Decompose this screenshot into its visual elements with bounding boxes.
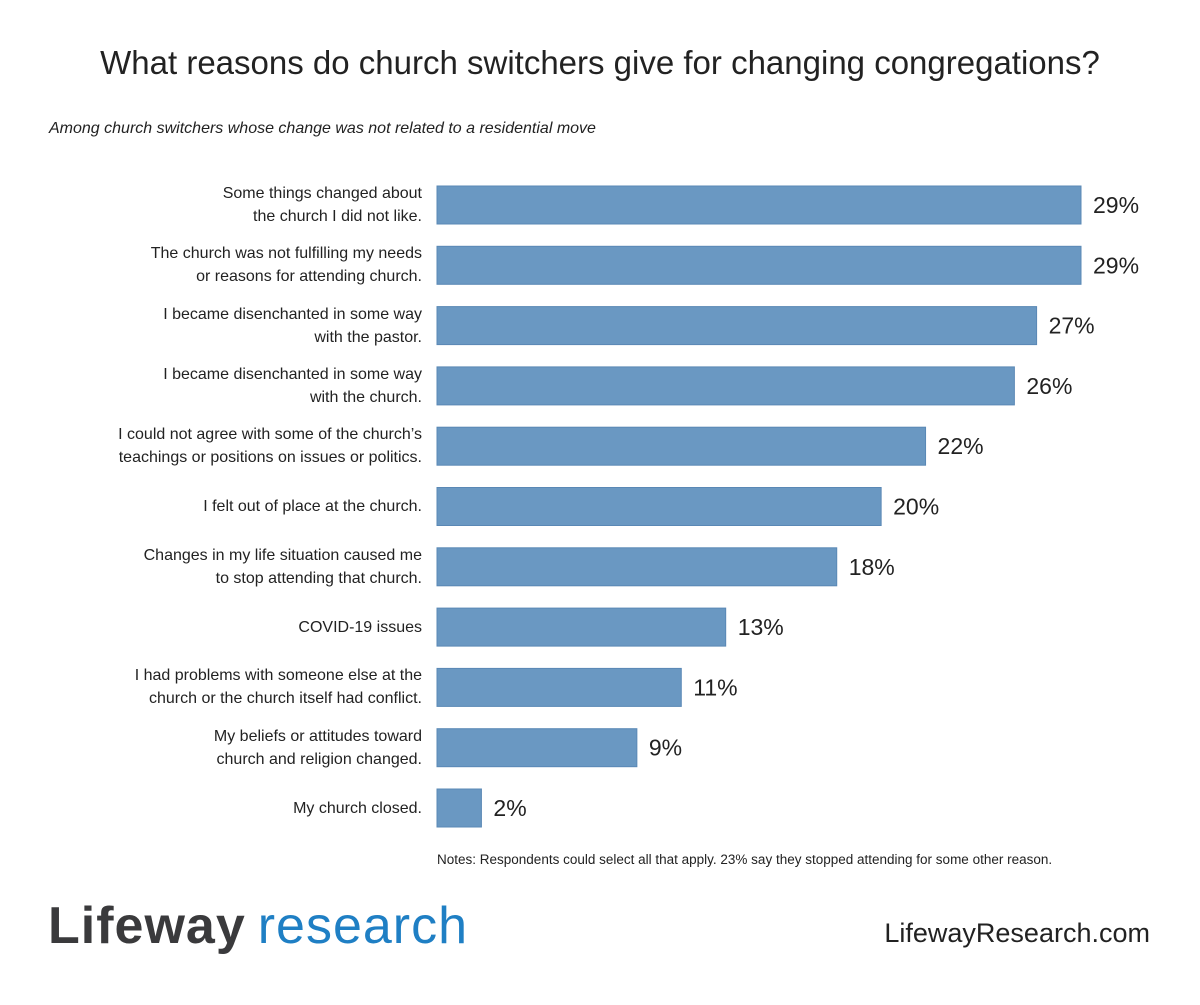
category-label: I became disenchanted in some way with t… — [163, 365, 422, 406]
bar — [436, 788, 482, 828]
data-label: 11% — [693, 674, 737, 700]
category-label: I became disenchanted in some way with t… — [163, 305, 422, 346]
bar — [436, 607, 727, 647]
data-label: 13% — [738, 614, 784, 640]
category-label: My beliefs or attitudes toward church an… — [213, 727, 422, 768]
data-label: 18% — [849, 554, 895, 580]
data-label: 29% — [1093, 252, 1139, 278]
data-label: 20% — [893, 494, 939, 520]
lifeway-research-logo: Lifeway research — [48, 896, 468, 956]
logo-part-research: research — [257, 897, 469, 955]
data-label: 9% — [649, 735, 682, 761]
category-label: COVID-19 issues — [298, 618, 422, 636]
logo-part-lifeway: Lifeway — [48, 897, 246, 955]
category-label: I felt out of place at the church. — [203, 498, 422, 515]
bar — [436, 426, 927, 466]
category-label: I could not agree with some of the churc… — [118, 426, 422, 467]
bar — [436, 547, 838, 587]
chart-title: What reasons do church switchers give fo… — [100, 44, 1100, 81]
data-label: 2% — [493, 795, 526, 821]
data-label: 22% — [938, 433, 984, 459]
bar — [436, 185, 1082, 225]
data-label: 26% — [1026, 373, 1072, 399]
bar — [436, 667, 682, 707]
bar — [436, 487, 882, 526]
data-label: 29% — [1093, 192, 1139, 218]
category-label: Changes in my life situation caused me t… — [143, 546, 422, 587]
category-label: I had problems with someone else at the … — [134, 667, 422, 708]
category-label: My church closed. — [293, 799, 422, 817]
website-url: LifewayResearch.com — [884, 918, 1150, 948]
bar — [436, 728, 638, 768]
category-label: Some things changed about the church I d… — [222, 185, 422, 225]
data-label: 27% — [1049, 313, 1095, 339]
bar — [436, 245, 1082, 285]
bar — [436, 306, 1038, 346]
category-label: The church was not fulfilling my needs o… — [150, 245, 422, 286]
bar — [436, 366, 1015, 406]
chart-notes: Notes: Respondents could select all that… — [437, 852, 1053, 867]
chart-subtitle: Among church switchers whose change was … — [49, 120, 596, 137]
